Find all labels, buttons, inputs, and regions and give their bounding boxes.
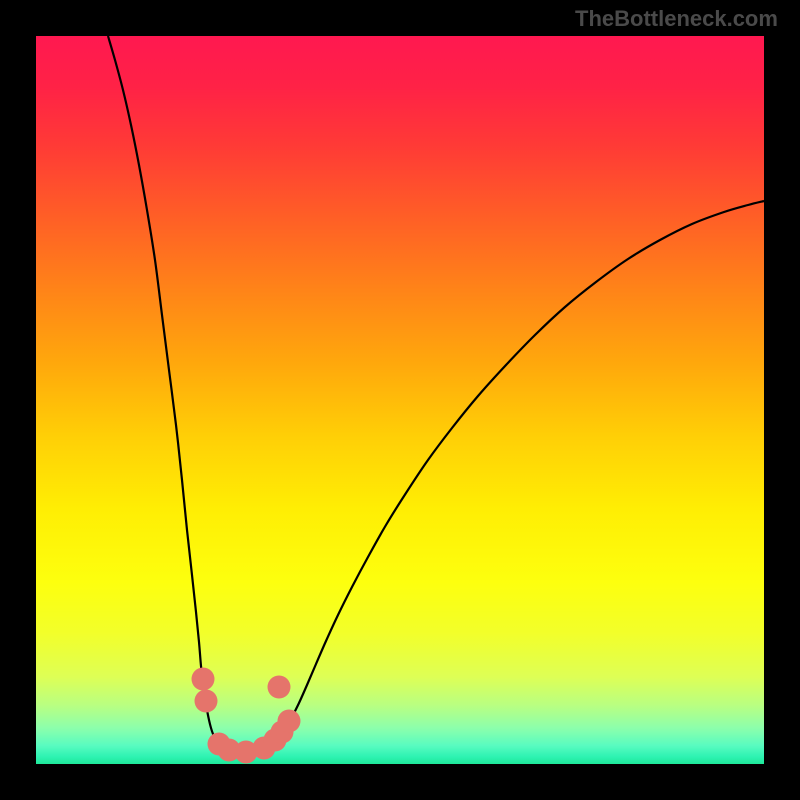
attribution-label: TheBottleneck.com	[575, 6, 778, 32]
curve-left	[108, 36, 244, 753]
data-marker	[195, 690, 218, 713]
data-marker	[192, 668, 215, 691]
curve-overlay	[0, 0, 800, 800]
curve-right	[244, 201, 764, 753]
data-marker	[268, 676, 291, 699]
data-marker	[278, 710, 301, 733]
canvas-root: TheBottleneck.com	[0, 0, 800, 800]
